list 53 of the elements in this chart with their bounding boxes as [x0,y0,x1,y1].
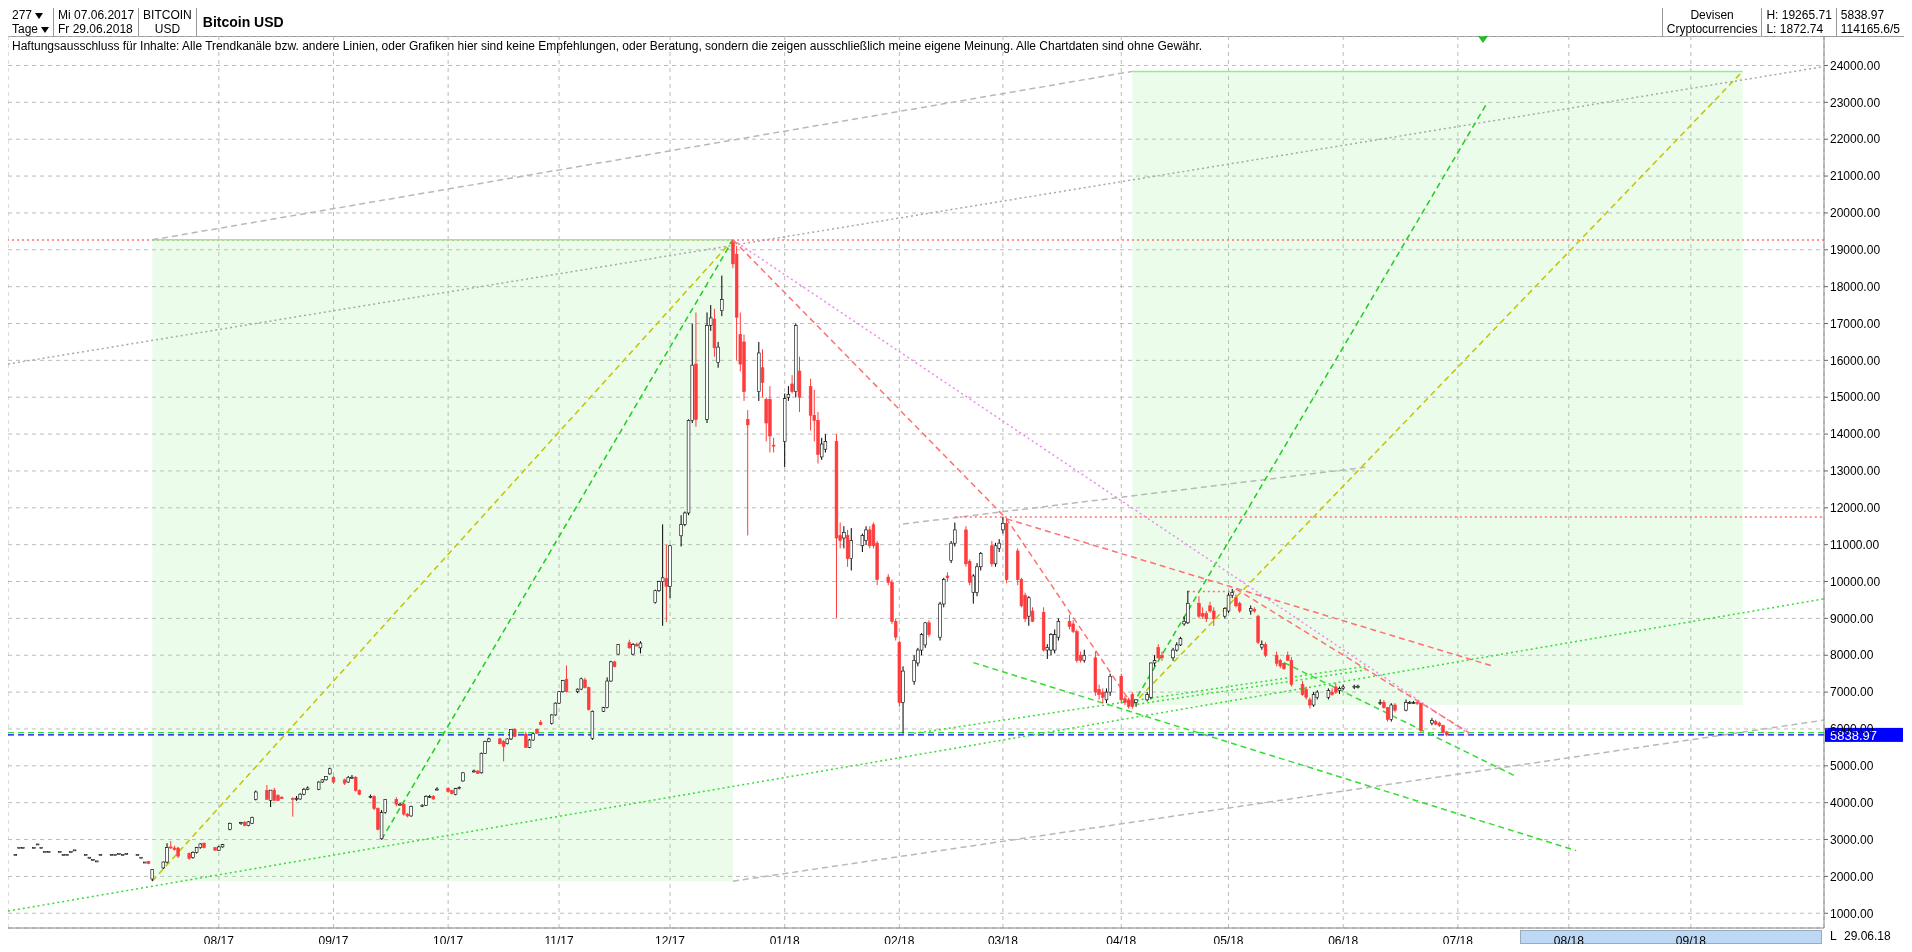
y-tick-label: 13000.00 [1830,464,1881,479]
y-tick-label: 8000.00 [1830,648,1874,663]
text: Devisen [1689,8,1735,22]
x-tick-label: 06/18 [1328,933,1359,948]
y-tick-label: 2000.00 [1830,869,1874,884]
y-tick-label: 12000.00 [1830,501,1881,516]
y-tick-label: 11000.00 [1830,537,1880,552]
x-tick-label: 04/18 [1106,933,1137,948]
text: L: 1872.74 [1766,22,1825,36]
x-tick-label: 03/18 [987,933,1019,948]
y-tick-label: 18000.00 [1830,279,1881,294]
y-tick-label: 23000.00 [1830,95,1881,110]
x-tick-label: 08/17 [203,933,235,948]
text: Tage [12,22,40,36]
y-tick-label: 7000.00 [1830,685,1874,700]
x-tick-label: 10/17 [433,933,464,948]
y-tick-label: 19000.00 [1830,243,1881,258]
x-tick-label: 11/17 [544,933,574,948]
y-tick-label: 15000.00 [1830,390,1881,405]
x-tick-label: 08/18 [1553,933,1585,948]
y-tick-label: 14000.00 [1830,427,1881,442]
y-tick-label: 17000.00 [1830,316,1881,331]
x-tick-label: 02/18 [884,933,915,948]
y-tick-label: 5000.00 [1830,759,1874,774]
y-tick-label: 10000.00 [1830,574,1881,589]
y-tick-label: 9000.00 [1830,611,1874,626]
x-tick-label: 09/17 [318,933,349,948]
text: L [1830,929,1837,943]
x-tick-label: 07/18 [1442,933,1474,948]
y-tick-label: 22000.00 [1830,132,1881,147]
text: 277 [12,8,34,22]
x-tick-label: 05/18 [1213,933,1244,948]
x-tick-label: 12/17 [655,933,686,948]
text: 29.06.18 [1844,929,1891,943]
text: USD [153,22,182,36]
x-tick-label: 01/18 [769,933,801,948]
text: H: 19265.71 [1766,8,1832,22]
text: Fr 29.06.2018 [58,22,134,36]
text: Mi 07.06.2017 [58,8,135,22]
y-tick-label: 20000.00 [1830,206,1881,221]
chart-title: Bitcoin USD [201,14,285,30]
y-tick-label: 21000.00 [1830,169,1881,184]
y-tick-label: 3000.00 [1830,832,1874,847]
text: 5838.97 [1840,8,1886,22]
text: 114165.6/5 [1840,22,1900,36]
x-tick-label: 09/18 [1675,933,1707,948]
y-tick-label: 24000.00 [1830,58,1881,73]
y-tick-label: 16000.00 [1830,353,1881,368]
y-tick-label: 1000.00 [1830,906,1874,921]
y-tick-label: 4000.00 [1830,795,1874,810]
annotation: Haftungsausschluss für Inhalte: Alle Trendkanäle bzw. andere Linien, oder Grafiken hier sind keine Empfehlungen, oder Beratung, sondern die zeigen ausschließlich meine eigene Meinung. Alle Chartdaten sind ohne Gewähr. [12,39,1203,53]
text: BITCOIN [143,8,192,22]
text: Cryptocurrencies [1666,22,1758,36]
